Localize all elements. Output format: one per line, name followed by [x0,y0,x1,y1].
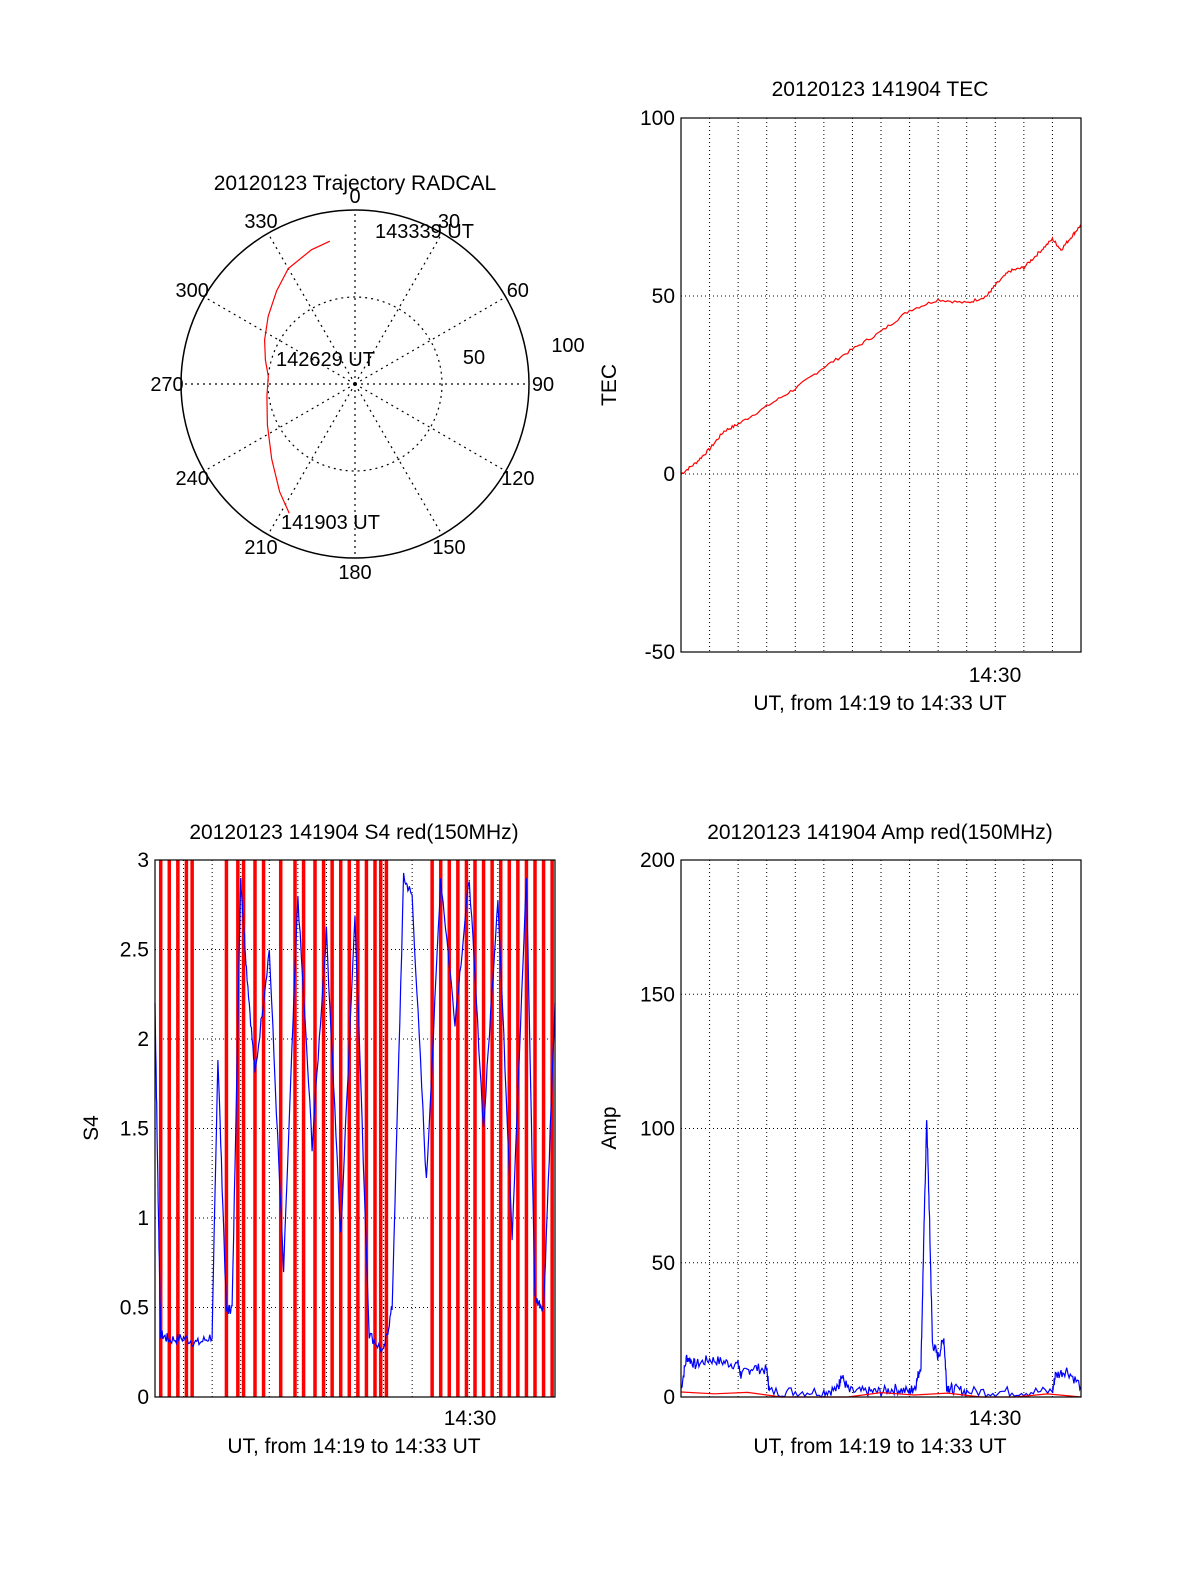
polar-spoke [354,383,506,472]
plot-frame [680,117,1082,653]
y-tick-label: 1.5 [120,1118,149,1141]
y-tick-label: 0.5 [120,1297,149,1320]
s4-plot-area: 0 0.5 1 1.5 2 2.5 3 [120,849,556,1409]
y-tick-label: -50 [645,641,675,664]
amp-xtick: 14:30 [969,1407,1022,1430]
polar-angle-label: 60 [507,280,529,302]
polar-radius-label: 50 [463,347,485,369]
amp-chart: 20120123 141904 Amp red(150MHz) 0 50 100 15… [598,821,1082,1458]
polar-spoke [354,233,443,385]
polar-spoke [354,296,506,385]
s4-chart: 20120123 141904 S4 red(150MHz) 0 0.5 1 1.5 2… [80,821,556,1458]
annotation-143339: 143339 UT [375,221,474,243]
annotation-142629: 142629 UT [276,349,375,371]
y-tick-label: 0 [663,463,675,486]
y-tick-label: 50 [652,1252,675,1275]
amp-title: 20120123 141904 Amp red(150MHz) [707,821,1053,844]
tec-xlabel: UT, from 14:19 to 14:33 UT [753,692,1006,715]
tec-title: 20120123 141904 TEC [772,78,989,101]
amp-xlabel: UT, from 14:19 to 14:33 UT [753,1435,1006,1458]
s4-xtick: 14:30 [444,1407,497,1430]
polar-angle-label: 270 [150,374,183,396]
s4-ylabel: S4 [80,1115,103,1141]
trajectory-polar-plot: 20120123 Trajectory RADCAL 0 30 60 90 120 150… [150,172,584,584]
y-tick-label: 0 [137,1386,149,1409]
series-blue-line [154,872,556,1355]
polar-title: 20120123 Trajectory RADCAL [214,172,497,195]
amp-plot-area: 0 50 100 150 200 [640,849,1082,1409]
y-tick-label: 100 [640,1118,675,1141]
polar-angle-label: 300 [175,280,208,302]
polar-outer-ring [180,209,530,559]
y-tick-label: 200 [640,849,675,872]
polar-grid [180,209,530,559]
polar-angle-label: 240 [175,468,208,490]
tec-plot-area: -50 0 50 100 [640,107,1082,664]
polar-spoke [204,383,356,472]
annotation-141903: 141903 UT [281,512,380,534]
s4-xlabel: UT, from 14:19 to 14:33 UT [227,1435,480,1458]
polar-angle-label: 330 [244,211,277,233]
tec-xtick: 14:30 [969,664,1022,687]
s4-title: 20120123 141904 S4 red(150MHz) [189,821,518,844]
plot-frame [154,859,556,1398]
series-blue-line [680,1120,1082,1399]
y-tick-label: 3 [137,849,149,872]
plot-frame [680,859,1082,1398]
series-red-line [680,224,1082,475]
y-tick-label: 0 [663,1386,675,1409]
polar-angle-label: 210 [244,537,277,559]
polar-angle-label: 150 [432,537,465,559]
polar-spoke [204,296,356,385]
polar-inner-ring [267,296,443,472]
y-tick-label: 100 [640,107,675,130]
polar-angle-label: 180 [338,562,371,584]
polar-angle-label: 30 [438,211,460,233]
polar-radius-label: 100 [551,335,584,357]
polar-angle-label: 90 [532,374,554,396]
polar-spoke [267,383,356,535]
polar-angle-label: 0 [349,186,360,208]
y-tick-label: 2.5 [120,939,149,962]
polar-spoke [354,383,443,535]
y-tick-label: 50 [652,285,675,308]
tec-ylabel: TEC [598,364,621,406]
polar-angle-labels: 0 30 60 90 120 150 180 210 240 270 300 330 50 100 [150,186,584,584]
amp-ylabel: Amp [598,1106,621,1149]
polar-angle-label: 120 [501,468,534,490]
polar-spoke [267,233,356,385]
y-tick-label: 1 [137,1207,149,1230]
y-tick-label: 2 [137,1028,149,1051]
trajectory-line [263,240,331,514]
y-tick-label: 150 [640,983,675,1006]
